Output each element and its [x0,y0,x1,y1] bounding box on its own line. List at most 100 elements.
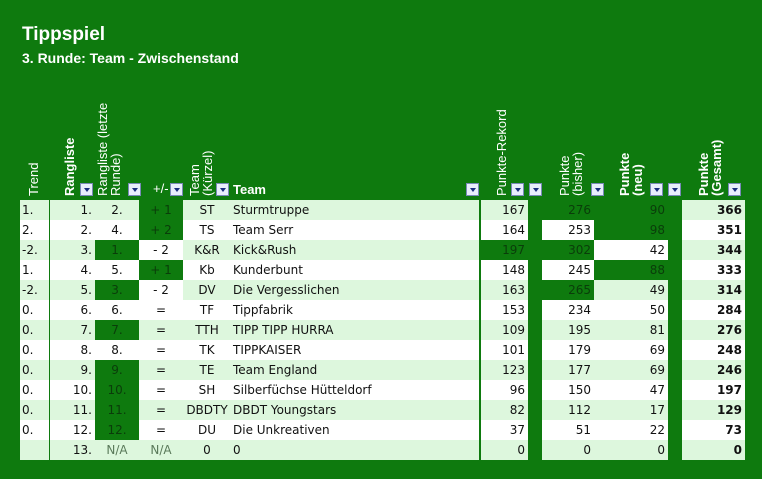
cell-punkte-rekord: 197 [481,240,528,260]
cell-punkte-gesamt: 248 [682,340,745,360]
cell-rangliste-letzte: 11. [95,400,139,420]
cell-punkte-neu: 98 [594,220,668,240]
cell-team-name: TIPPKAISER [231,340,479,360]
cell-punkte-bisher: 0 [542,440,594,460]
header-rangliste-letzte: Rangliste (letzte Runde) [95,102,123,196]
table-row: 2. 2. 4. + 2 TS Team Serr 164 253 98 351 [20,220,745,240]
column-separator [479,200,481,460]
cell-team-kuerzel: DBDTY [183,400,231,420]
header-punkte-bisher: Punkte (bisher) [557,151,585,196]
cell-trend: 2. [20,220,49,240]
cell-trend: 0. [20,340,49,360]
cell-punkte-gesamt: 351 [682,220,745,240]
cell-rangliste-letzte: 1. [95,240,139,260]
cell-punkte-rekord: 109 [481,320,528,340]
header-team-kuerzel: Team (Kürzel) [187,150,215,196]
cell-punkte-rekord: 123 [481,360,528,380]
cell-punkte-neu: 17 [594,400,668,420]
cell-punkte-gesamt: 344 [682,240,745,260]
cell-punkte-rekord: 0 [481,440,528,460]
cell-punkte-bisher: 253 [542,220,594,240]
filter-dropdown-rangliste-letzte[interactable] [128,183,141,196]
cell-trend: 0. [20,420,49,440]
cell-plusminus: + 1 [139,200,183,220]
filter-dropdown-team-kuerzel[interactable] [216,183,229,196]
cell-plusminus: = [139,320,183,340]
cell-rangliste-letzte: 4. [95,220,139,240]
cell-punkte-rekord: 37 [481,420,528,440]
column-separator [49,200,50,460]
table-row: 0. 8. 8. = TK TIPPKAISER 101 179 69 248 [20,340,745,360]
cell-punkte-rekord: 163 [481,280,528,300]
page-subtitle: 3. Runde: Team - Zwischenstand [22,50,239,66]
cell-punkte-rekord: 167 [481,200,528,220]
cell-rangliste: 12. [50,420,95,440]
cell-punkte-neu: 0 [594,440,668,460]
cell-punkte-bisher: 150 [542,380,594,400]
cell-punkte-gesamt: 197 [682,380,745,400]
cell-team-name: Die Vergesslichen [231,280,479,300]
cell-rangliste: 8. [50,340,95,360]
cell-punkte-gesamt: 0 [682,440,745,460]
cell-team-kuerzel: ST [183,200,231,220]
filter-dropdown-plusminus[interactable] [170,183,183,196]
table-row: 1. 4. 5. + 1 Kb Kunderbunt 148 245 88 333 [20,260,745,280]
page-title: Tippspiel [22,24,106,45]
cell-rangliste-letzte: 8. [95,340,139,360]
cell-plusminus: - 2 [139,280,183,300]
filter-dropdown-punkte-gesamt[interactable] [728,183,741,196]
cell-rangliste: 13. [50,440,95,460]
cell-trend: 1. [20,200,49,220]
filter-dropdown-team[interactable] [466,183,479,196]
cell-rangliste: 5. [50,280,95,300]
cell-trend: 0. [20,360,49,380]
table-row: 0. 7. 7. = TTH TIPP TIPP HURRA 109 195 81 276 [20,320,745,340]
filter-dropdown-punkte-rekord-2[interactable] [529,183,542,196]
filter-dropdown-rangliste[interactable] [80,183,93,196]
cell-punkte-neu: 81 [594,320,668,340]
cell-rangliste-letzte: 12. [95,420,139,440]
cell-punkte-bisher: 179 [542,340,594,360]
cell-rangliste-letzte: 5. [95,260,139,280]
cell-punkte-neu: 90 [594,200,668,220]
cell-trend: -2. [20,280,49,300]
cell-punkte-rekord: 82 [481,400,528,420]
cell-team-kuerzel: K&R [183,240,231,260]
cell-team-kuerzel: DU [183,420,231,440]
cell-punkte-gesamt: 276 [682,320,745,340]
cell-punkte-neu: 88 [594,260,668,280]
cell-plusminus: - 2 [139,240,183,260]
column-separator [668,200,682,460]
cell-team-kuerzel: DV [183,280,231,300]
cell-team-kuerzel: Kb [183,260,231,280]
cell-rangliste: 4. [50,260,95,280]
cell-trend [20,440,49,460]
cell-team-name: Team Serr [231,220,479,240]
standings-table: 1. 1. 2. + 1 ST Sturmtruppe 167 276 90 366 2. 2. 4. +… [20,200,745,460]
cell-punkte-neu: 69 [594,360,668,380]
cell-rangliste-letzte: 2. [95,200,139,220]
cell-plusminus: = [139,380,183,400]
cell-punkte-bisher: 265 [542,280,594,300]
cell-punkte-neu: 42 [594,240,668,260]
cell-punkte-rekord: 164 [481,220,528,240]
cell-punkte-bisher: 234 [542,300,594,320]
filter-dropdown-punkte-neu-2[interactable] [668,183,681,196]
cell-punkte-bisher: 112 [542,400,594,420]
cell-trend: 0. [20,320,49,340]
header-punkte-gesamt: Punkte (Gesamt) [696,139,724,196]
cell-plusminus: = [139,300,183,320]
header-rangliste: Rangliste [62,137,77,196]
filter-dropdown-punkte-rekord[interactable] [511,183,524,196]
filter-dropdown-punkte-neu[interactable] [650,183,663,196]
header-punkte-rekord: Punkte-Rekord [494,109,509,196]
header-plusminus: +/- [153,181,169,196]
filter-dropdown-punkte-bisher[interactable] [591,183,604,196]
cell-trend: -2. [20,240,49,260]
cell-team-kuerzel: TE [183,360,231,380]
cell-team-name: Die Unkreativen [231,420,479,440]
cell-rangliste-letzte: 3. [95,280,139,300]
cell-team-name: Sturmtruppe [231,200,479,220]
table-row: -2. 3. 1. - 2 K&R Kick&Rush 197 302 42 344 [20,240,745,260]
cell-punkte-bisher: 302 [542,240,594,260]
